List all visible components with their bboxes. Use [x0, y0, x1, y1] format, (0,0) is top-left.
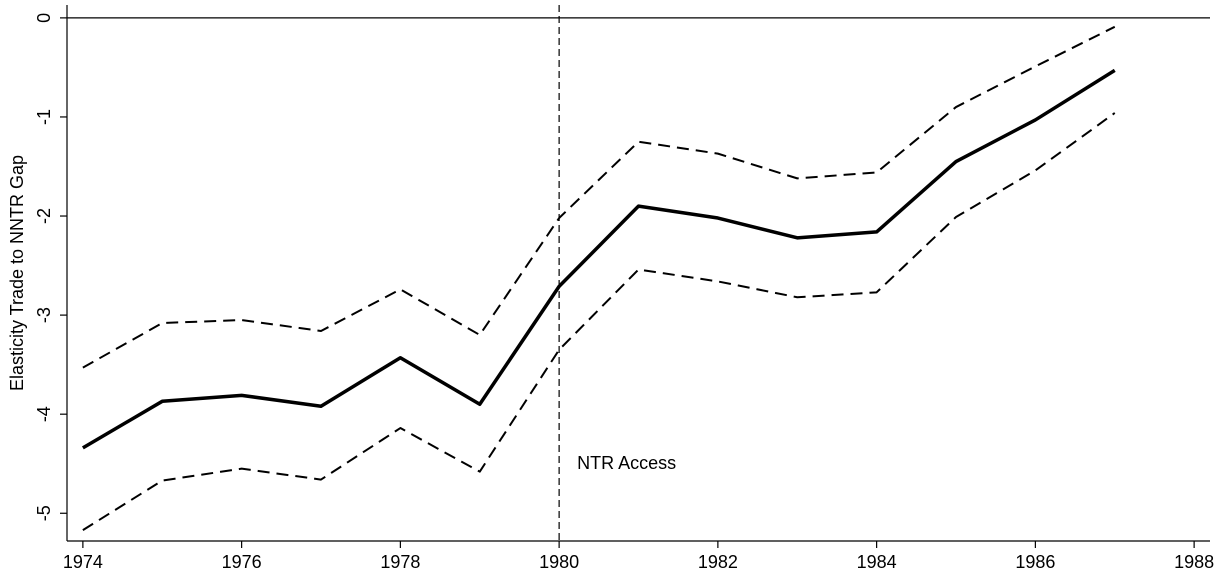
x-tick-label: 1978: [380, 552, 420, 572]
y-tick-label: -2: [34, 208, 54, 224]
series-line: [82, 112, 1116, 531]
series-line: [81, 68, 1116, 450]
x-tick-label: 1984: [857, 552, 897, 572]
x-tick-label: 1988: [1174, 552, 1214, 572]
y-tick-label: -5: [34, 505, 54, 521]
y-tick-label: 0: [34, 13, 54, 23]
y-tick-label: -1: [34, 109, 54, 125]
x-tick-label: 1976: [222, 552, 262, 572]
series-line: [82, 25, 1116, 369]
x-tick-label: 1982: [698, 552, 738, 572]
y-axis-label: Elasticity Trade to NNTR Gap: [7, 155, 27, 391]
x-tick-label: 1980: [539, 552, 579, 572]
annotation: NTR Access: [577, 453, 676, 473]
x-tick-label: 1986: [1015, 552, 1055, 572]
y-tick-label: -3: [34, 307, 54, 323]
y-tick-label: -4: [34, 406, 54, 422]
x-tick-label: 1974: [63, 552, 103, 572]
